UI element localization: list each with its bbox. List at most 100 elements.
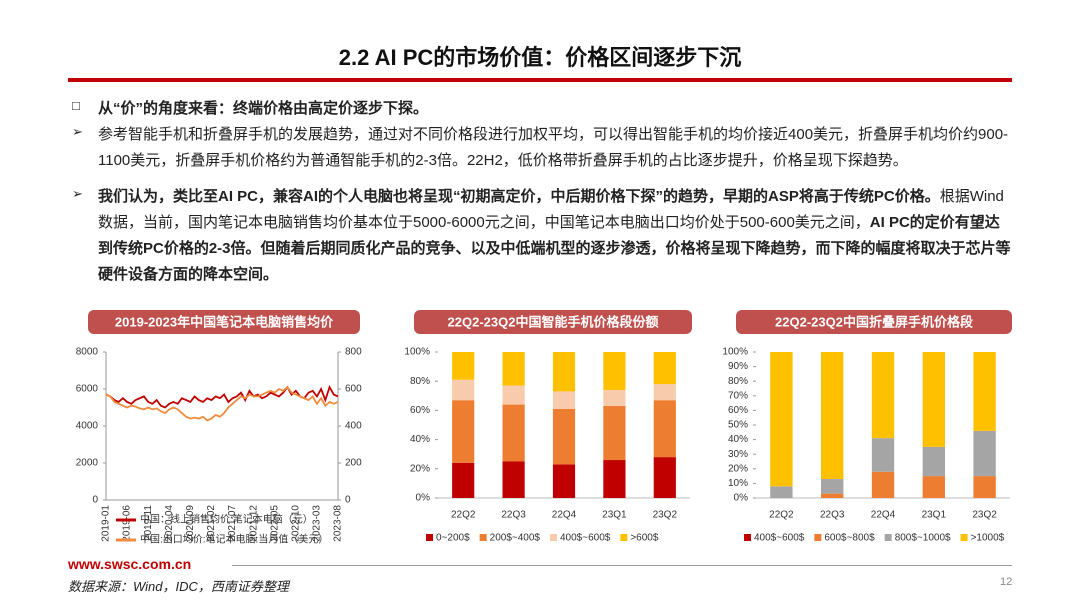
x-tick-label: 23Q2 [972, 510, 997, 521]
legend-swatch [960, 534, 968, 541]
y-tick-label: 20% [410, 463, 430, 474]
y-tick-label: 40% [410, 434, 430, 445]
chart-title-pill [736, 310, 1012, 334]
x-tick-label: 2019-06 [122, 505, 133, 542]
y-tick-label: 90% [728, 361, 748, 372]
legend-label: 0~200$ [436, 533, 470, 544]
bar-segment [452, 462, 475, 498]
y-tick-label: 60% [728, 405, 748, 416]
legend-label: 200$~400$ [490, 533, 541, 544]
x-tick-label: 22Q4 [552, 510, 577, 521]
legend-label: 400$~600$ [754, 533, 805, 544]
bullet-marker: ➢ [72, 124, 83, 139]
bar-segment [552, 391, 576, 409]
y-tick-label: 0 [92, 495, 98, 506]
bar-segment [452, 379, 475, 401]
legend-swatch [884, 534, 892, 541]
y-tick-label: 0% [734, 493, 749, 504]
text-segment: 我们认为，类比至AI PC，兼容AI的个人电脑也将呈现“初期高定价，中后期价格下… [98, 188, 940, 205]
legend-label: 中国：线上销售均价:笔记本电脑（元） [140, 513, 313, 526]
legend-swatch [479, 534, 487, 541]
bar-segment [552, 352, 576, 392]
x-tick-label: 2019-01 [101, 505, 112, 542]
bullet-text: 从“价”的角度来看：终端价格由高定价逐步下探。 [98, 96, 1014, 122]
legend-swatch [744, 534, 751, 541]
y-tick-label: 100% [404, 347, 430, 358]
y-tick-label: 2000 [76, 458, 99, 469]
footer-url: www.swsc.com.cn [68, 556, 192, 572]
x-tick-label: 2022-10 [290, 505, 301, 542]
bullet-marker: ➢ [72, 186, 83, 201]
text-segment: 根据Wind数据，当前，国内笔记本电脑销售均价基本位于5000-6000元之间，… [98, 188, 1004, 231]
legend-label: >1000$ [971, 533, 1005, 544]
text-segment: 参考智能手机和折叠屏手机的发展趋势，通过对不同价格段进行加权平均，可以得出智能手… [98, 126, 1009, 169]
x-tick-label: 2019-11 [143, 505, 154, 541]
bar-segment [871, 352, 895, 439]
y-tick-label: 10% [728, 478, 748, 489]
bar-segment [922, 476, 945, 498]
bullet-marker: □ [72, 98, 80, 113]
footer-source: 数据来源：Wind，IDC，西南证券整理 [68, 579, 289, 594]
bar-segment [452, 400, 475, 463]
bar-segment [871, 471, 895, 498]
legend-label: >600$ [630, 533, 659, 544]
page-number: 12 [1000, 576, 1013, 588]
text-segment: AI PC的定价有望达到传统PC价格的2-3倍。但随着后期同质化产品的竞争、以及… [98, 214, 1011, 283]
chart-title: 2019-2023年中国笔记本电脑销售均价 [115, 314, 334, 329]
bar-segment [770, 352, 793, 487]
y-tick-label: 50% [728, 420, 748, 431]
bullet-text: 参考智能手机和折叠屏手机的发展趋势，通过对不同价格段进行加权平均，可以得出智能手… [98, 122, 1014, 174]
x-tick-label: 22Q3 [820, 510, 845, 521]
line-series [105, 385, 339, 422]
x-tick-label: 2020-04 [164, 505, 175, 542]
bar-segment [973, 352, 996, 431]
y-tick-label: 20% [728, 463, 748, 474]
y-tick-label: 4000 [76, 421, 99, 432]
bar-segment [653, 457, 676, 498]
y-tick-label: 100% [722, 347, 748, 358]
y-tick-label: 0 [345, 495, 351, 506]
chart-title-pill [414, 310, 692, 334]
x-tick-label: 2023-08 [333, 505, 344, 542]
bar-segment [653, 400, 676, 458]
bar-segment [502, 404, 525, 462]
chart-title-pill [88, 310, 360, 334]
y-tick-label: 60% [410, 405, 430, 416]
bar-segment [922, 352, 945, 447]
bar-segment [603, 389, 626, 407]
x-tick-label: 2021-07 [227, 505, 238, 542]
bar-segment [502, 385, 525, 405]
legend-label: 中国:出口均价:笔记本电脑:当月值（美元） [140, 533, 328, 546]
y-tick-label: 800 [345, 347, 362, 358]
bar-segment [770, 486, 793, 498]
y-tick-label: 8000 [76, 347, 99, 358]
bar-segment [552, 464, 576, 498]
bar-segment [922, 446, 945, 477]
bar-segment [821, 479, 844, 494]
bar-segment [603, 460, 626, 498]
y-tick-label: 40% [728, 434, 748, 445]
y-tick-label: 6000 [76, 384, 99, 395]
bar-segment [871, 438, 895, 472]
legend-swatch [814, 534, 822, 541]
bar-segment [552, 408, 576, 465]
legend-swatch [620, 534, 628, 541]
x-tick-label: 2021-02 [206, 505, 217, 542]
bar-segment [502, 461, 525, 498]
bar-segment [653, 352, 676, 385]
y-tick-label: 30% [728, 449, 748, 460]
footer-rule [232, 565, 1012, 566]
x-tick-label: 22Q3 [501, 510, 526, 521]
bullet-text: 我们认为，类比至AI PC，兼容AI的个人电脑也将呈现“初期高定价，中后期价格下… [98, 184, 1014, 288]
x-tick-label: 2020-09 [185, 505, 196, 542]
x-tick-label: 22Q2 [769, 510, 794, 521]
x-tick-label: 23Q2 [653, 510, 678, 521]
legend-label: 800$~1000$ [895, 533, 951, 544]
bar-segment [973, 430, 996, 477]
x-tick-label: 2022-05 [269, 505, 280, 542]
chart-title: 22Q2-23Q2中国折叠屏手机价格段 [775, 314, 973, 329]
bar-segment [603, 406, 626, 461]
y-tick-label: 80% [410, 376, 430, 387]
